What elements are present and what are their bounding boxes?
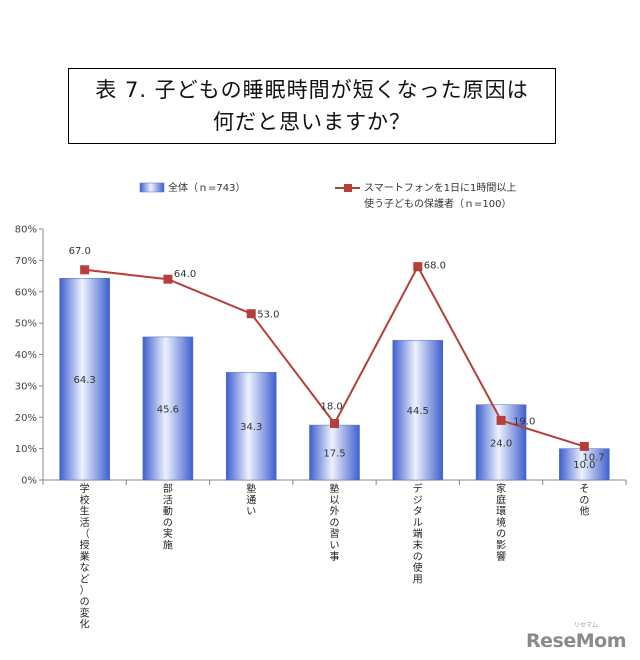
- bars: 64.3 45.6 34.3 17.5 44.5 24.0 10.0: [59, 278, 610, 481]
- bar: [559, 448, 610, 481]
- legend-line-marker: [344, 184, 352, 192]
- chart-title-line2: 何だと思いますか？: [213, 110, 411, 134]
- y-tick-label: 20%: [15, 413, 37, 424]
- line-series: 67.0 64.0 53.0 18.0 68.0 19.0 10.7: [69, 246, 605, 464]
- legend: 全体（ｎ=743） スマートフォンを1日に1時間以上 使う子どもの保護者（ｎ=1…: [139, 181, 516, 210]
- bar: [309, 424, 360, 481]
- y-tick-label: 50%: [15, 319, 37, 330]
- bar-data-label: 34.3: [240, 422, 262, 433]
- bar-data-label: 44.5: [407, 406, 429, 417]
- bar-data-label: 10.0: [573, 460, 595, 471]
- bar: [142, 336, 194, 481]
- line-marker: [496, 415, 506, 425]
- bar-data-label: 24.0: [490, 438, 512, 449]
- y-tick-label: 30%: [15, 381, 37, 392]
- category-label: デジタル端末の使用: [413, 482, 423, 585]
- bar-data-label: 64.3: [74, 375, 96, 386]
- line-marker: [579, 441, 589, 451]
- y-tick-label: 70%: [15, 256, 37, 267]
- bar-data-label: 17.5: [323, 449, 345, 460]
- category-label: 家庭環境の影響: [496, 482, 506, 563]
- category-label: 塾通い: [246, 482, 256, 518]
- line-data-label: 64.0: [174, 269, 196, 280]
- category-label: 学校生活（授業など）の変化: [80, 482, 90, 631]
- line-data-label: 67.0: [69, 246, 91, 257]
- category-label: 部活動の実施: [163, 482, 173, 552]
- bar: [225, 372, 277, 481]
- line-data-label: 18.0: [321, 402, 343, 413]
- bar-data-label: 45.6: [157, 404, 179, 415]
- bar: [59, 278, 110, 481]
- line-data-label: 68.0: [424, 261, 446, 272]
- category-labels: 学校生活（授業など）の変化 部活動の実施 塾通い 塾以外の習い事 デジタル端末の使用 家庭…: [80, 482, 590, 631]
- line-marker: [163, 274, 173, 284]
- watermark-small: リセマム: [573, 622, 598, 629]
- category-label: 塾以外の習い事: [330, 482, 340, 563]
- line-marker: [413, 262, 423, 272]
- legend-bar-label: 全体（ｎ=743）: [168, 181, 245, 194]
- y-tick-label: 80%: [15, 225, 37, 236]
- chart-title-box: 表 7. 子どもの睡眠時間が短くなった原因は 何だと思いますか？: [68, 68, 556, 144]
- bar: [392, 340, 444, 481]
- y-tick-label: 60%: [15, 287, 37, 298]
- legend-line-label-2: 使う子どもの保護者（ｎ=100）: [364, 197, 511, 210]
- y-tick-label: 40%: [15, 350, 37, 361]
- y-tick-label: 0%: [21, 476, 37, 487]
- line-data-label: 19.0: [513, 416, 535, 427]
- category-label: その他: [579, 483, 589, 518]
- line-marker: [80, 265, 90, 275]
- legend-bar-swatch: [139, 182, 165, 193]
- watermark-logo: ReseMom: [526, 630, 626, 652]
- legend-line-label-1: スマートフォンを1日に1時間以上: [364, 182, 516, 194]
- line-marker: [330, 419, 339, 429]
- chart-title-line1: 表 7. 子どもの睡眠時間が短くなった原因は: [95, 78, 529, 102]
- y-tick-label: 10%: [15, 444, 37, 455]
- line-data-label: 10.7: [582, 452, 604, 463]
- line-data-label: 53.0: [257, 310, 279, 321]
- line-marker: [246, 309, 256, 319]
